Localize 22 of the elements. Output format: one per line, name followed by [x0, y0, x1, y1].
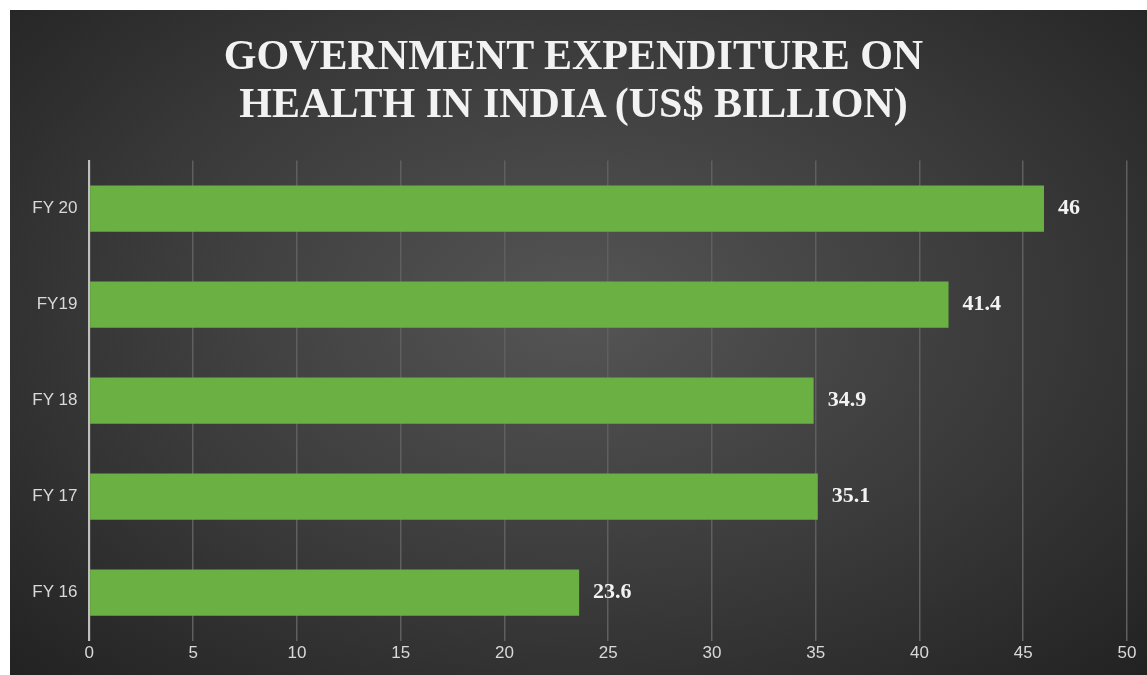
data-label: 41.4 — [962, 290, 1002, 316]
data-label: 46 — [1057, 194, 1080, 220]
x-tick-label: 10 — [287, 643, 307, 663]
x-tick-label: 15 — [391, 643, 411, 663]
data-label: 35.1 — [831, 482, 871, 508]
x-tick-label: 20 — [494, 643, 514, 663]
x-tick-label: 5 — [188, 643, 198, 663]
y-tick-label: FY19 — [36, 294, 78, 314]
x-tick-label: 35 — [806, 643, 826, 663]
x-tick-label: 0 — [84, 643, 95, 663]
y-tick-label: FY 16 — [32, 582, 78, 602]
x-tick-label: 50 — [1117, 643, 1137, 663]
chart-title: GOVERNMENT EXPENDITURE ON HEALTH IN INDIA (US$ BILLION) — [223, 31, 924, 128]
x-tick-label: 30 — [702, 643, 722, 663]
data-label: 34.9 — [827, 386, 867, 412]
x-tick-label: 45 — [1013, 643, 1033, 663]
data-label: 23.6 — [593, 578, 632, 604]
x-tick-label: 40 — [910, 643, 929, 663]
y-tick-label: FY 18 — [32, 390, 78, 410]
y-tick-label: FY 20 — [32, 198, 78, 218]
y-tick-label: FY 17 — [32, 486, 78, 506]
x-tick-label: 25 — [598, 643, 618, 663]
